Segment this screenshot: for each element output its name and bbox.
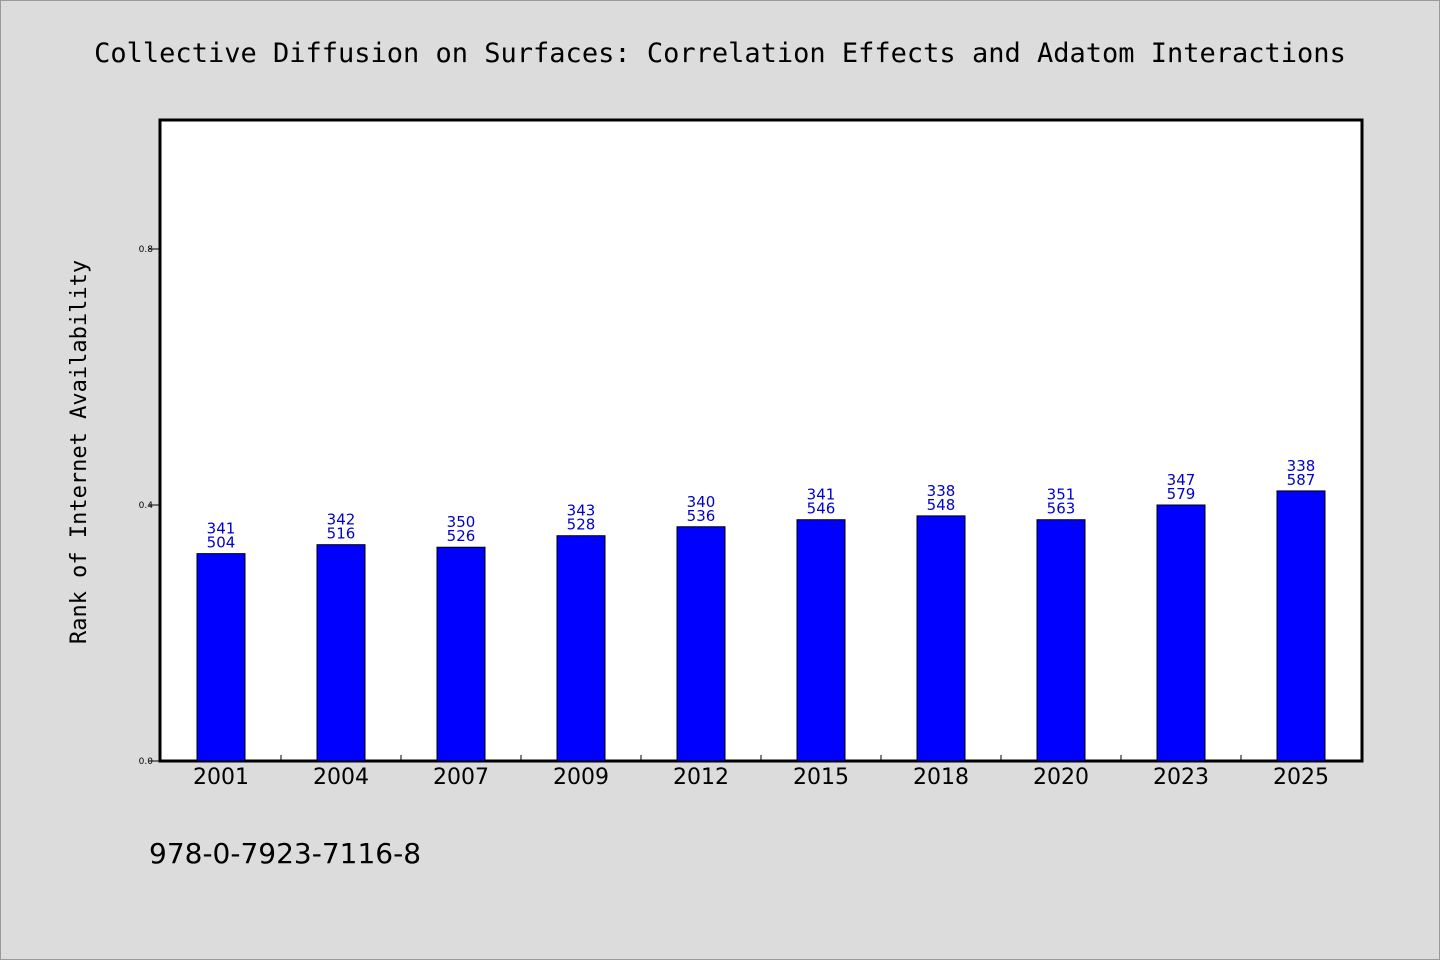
data-label-bottom: 587 (1287, 471, 1316, 489)
data-label-bottom: 528 (567, 516, 596, 534)
data-label-bottom: 548 (927, 496, 956, 514)
bar (196, 553, 246, 762)
x-tick-label: 2001 (193, 765, 249, 790)
x-tick-label: 2020 (1033, 765, 1089, 790)
x-tick-label: 2023 (1153, 765, 1209, 790)
data-label-bottom: 546 (807, 500, 836, 518)
x-tick-label: 2004 (313, 765, 369, 790)
x-axis-ticks: 2001 2004 2007 2009 2012 2015 2018 2020 2023 2025 (193, 755, 1329, 790)
x-tick-label: 2025 (1273, 765, 1329, 790)
data-labels-group: 3415043425163505263435283405363415463385… (207, 457, 1316, 552)
data-label-top: 338 (927, 482, 956, 500)
data-label-bottom: 579 (1167, 485, 1196, 503)
x-tick-label: 2015 (793, 765, 849, 790)
y-tick-label: 0.8 (139, 245, 154, 255)
chart-title: Collective Diffusion on Surfaces: Correl… (94, 38, 1346, 69)
data-label-top: 350 (447, 513, 476, 531)
y-tick-label: 0.0 (139, 757, 154, 767)
data-label-top: 347 (1167, 471, 1196, 489)
data-label-top: 351 (1047, 486, 1076, 504)
x-tick-label: 2018 (913, 765, 969, 790)
bars-group (196, 490, 1326, 762)
data-label-top: 343 (567, 502, 596, 520)
data-label-top: 340 (687, 493, 716, 511)
bar (1036, 519, 1086, 762)
bar (916, 515, 966, 762)
data-label-bottom: 504 (207, 534, 236, 552)
x-tick-label: 2012 (673, 765, 729, 790)
data-label-bottom: 516 (327, 525, 356, 543)
isbn-footer: 978-0-7923-7116-8 (149, 837, 421, 870)
data-label-top: 338 (1287, 457, 1316, 475)
bar (1276, 490, 1326, 762)
bar (1156, 504, 1206, 762)
y-tick-label: 0.4 (139, 501, 154, 511)
data-label-bottom: 526 (447, 527, 476, 545)
bar (316, 544, 366, 762)
data-label-bottom: 563 (1047, 500, 1076, 518)
bar (436, 546, 486, 762)
x-tick-label: 2007 (433, 765, 489, 790)
y-axis-ticks: 0.0 0.4 0.8 (139, 245, 160, 767)
x-tick-label: 2009 (553, 765, 609, 790)
bar (676, 526, 726, 762)
bar (556, 535, 606, 762)
bar (796, 519, 846, 762)
data-label-top: 341 (807, 486, 836, 504)
data-label-top: 341 (207, 520, 236, 538)
data-label-top: 342 (327, 511, 356, 529)
y-axis-label: Rank of Internet Availability (67, 260, 92, 644)
data-label-bottom: 536 (687, 507, 716, 525)
